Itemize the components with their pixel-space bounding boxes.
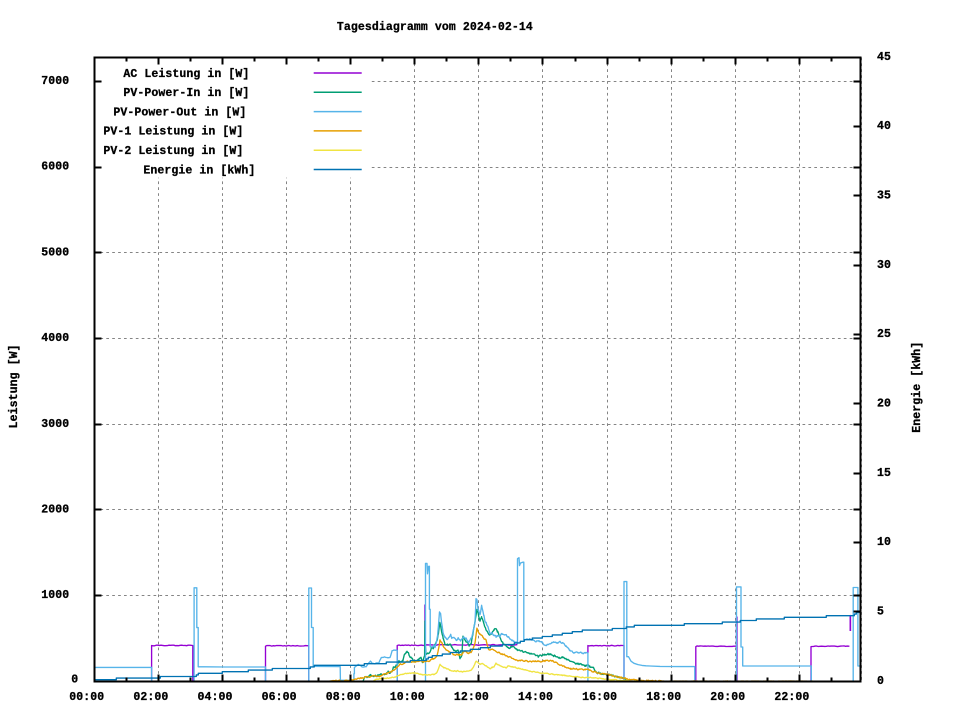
svg-text:15: 15	[877, 467, 891, 480]
svg-text:6000: 6000	[41, 161, 69, 174]
svg-text:20: 20	[877, 398, 891, 411]
svg-text:10: 10	[877, 536, 891, 549]
svg-text:0: 0	[71, 674, 78, 687]
svg-text:5000: 5000	[41, 246, 69, 259]
svg-text:3000: 3000	[41, 418, 69, 431]
svg-text:25: 25	[877, 328, 891, 341]
svg-text:Leistung [W]: Leistung [W]	[8, 344, 21, 428]
svg-text:45: 45	[877, 51, 891, 64]
svg-text:PV-2 Leistung in [W]: PV-2 Leistung in [W]	[103, 145, 243, 158]
svg-text:35: 35	[877, 190, 891, 203]
svg-text:00:00: 00:00	[69, 691, 104, 704]
svg-text:08:00: 08:00	[326, 691, 361, 704]
svg-text:20:00: 20:00	[710, 691, 745, 704]
svg-text:18:00: 18:00	[646, 691, 681, 704]
svg-text:AC Leistung in [W]: AC Leistung in [W]	[123, 68, 249, 81]
svg-text:4000: 4000	[41, 332, 69, 345]
svg-text:0: 0	[877, 675, 884, 688]
svg-text:10:00: 10:00	[390, 691, 425, 704]
svg-text:5: 5	[877, 606, 884, 619]
svg-text:14:00: 14:00	[518, 691, 553, 704]
svg-text:04:00: 04:00	[198, 691, 233, 704]
svg-text:PV-1 Leistung in [W]: PV-1 Leistung in [W]	[103, 126, 243, 139]
svg-text:1000: 1000	[41, 589, 69, 602]
svg-text:Energie in [kWh]: Energie in [kWh]	[143, 164, 255, 177]
svg-text:40: 40	[877, 120, 891, 133]
svg-text:Energie [kWh]: Energie [kWh]	[911, 342, 924, 433]
svg-text:16:00: 16:00	[582, 691, 617, 704]
svg-text:22:00: 22:00	[774, 691, 809, 704]
svg-text:PV-Power-In in [W]: PV-Power-In in [W]	[123, 87, 249, 100]
svg-text:2000: 2000	[41, 504, 69, 517]
svg-text:12:00: 12:00	[454, 691, 489, 704]
svg-text:Tagesdiagramm vom 2024-02-14: Tagesdiagramm vom 2024-02-14	[337, 21, 533, 34]
svg-text:02:00: 02:00	[133, 691, 168, 704]
svg-text:7000: 7000	[41, 75, 69, 88]
svg-text:30: 30	[877, 259, 891, 272]
svg-text:06:00: 06:00	[262, 691, 297, 704]
svg-text:PV-Power-Out in [W]: PV-Power-Out in [W]	[113, 106, 246, 119]
